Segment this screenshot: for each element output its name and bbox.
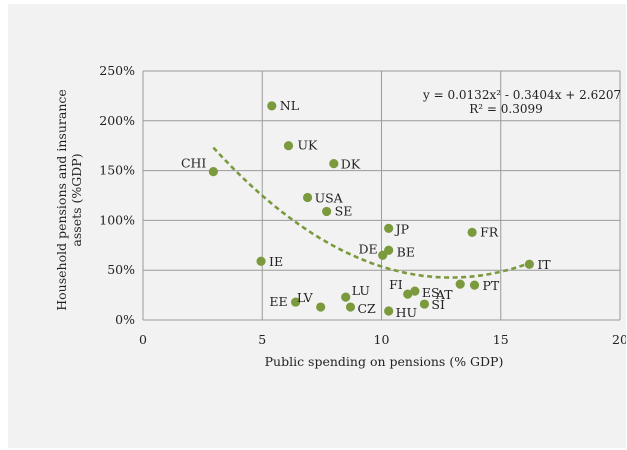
- y-axis-title-line-2: assets (%GDP): [69, 153, 84, 246]
- point-nl: [267, 101, 277, 111]
- point-es: [410, 286, 420, 296]
- grid: [142, 70, 621, 321]
- point-label-pt: PT: [483, 278, 500, 293]
- point-fr: [467, 227, 477, 237]
- point-label-ee: EE: [269, 294, 287, 309]
- point-label-chi: CHI: [181, 156, 206, 171]
- point-label-se: SE: [335, 203, 353, 218]
- point-label-uk: UK: [297, 138, 318, 153]
- point-label-jp: JP: [394, 221, 409, 236]
- point-uk: [283, 141, 294, 151]
- point-jp: [384, 223, 394, 233]
- point-label-it: IT: [537, 257, 551, 272]
- x-tick-label: 15: [493, 332, 509, 347]
- point-si: [419, 299, 430, 309]
- x-tick-label: 10: [374, 332, 390, 347]
- y-tick-label: 200%: [99, 113, 135, 128]
- point-lv: [316, 302, 326, 312]
- y-tick-label: 50%: [107, 262, 135, 277]
- point-usa: [302, 192, 313, 203]
- point-fi: [403, 289, 413, 299]
- point-cz: [345, 302, 356, 312]
- point-dk: [329, 159, 339, 169]
- x-tick-label: 0: [139, 332, 147, 347]
- y-tick-label: 250%: [99, 63, 135, 78]
- point-label-si: SI: [431, 297, 445, 312]
- data-points: [208, 101, 534, 316]
- point-label-fr: FR: [480, 224, 499, 239]
- point-label-cz: CZ: [357, 301, 376, 316]
- trendline: [212, 146, 530, 279]
- x-tick-label: 5: [258, 332, 266, 347]
- x-tick-label: 20: [612, 332, 626, 347]
- x-axis-title: Public spending on pensions (% GDP): [265, 354, 504, 369]
- point-pt: [469, 280, 480, 290]
- point-label-lu: LU: [352, 283, 370, 298]
- point-label-ie: IE: [269, 254, 283, 269]
- y-tick-label: 150%: [99, 163, 135, 178]
- point-label-fi: FI: [389, 277, 403, 292]
- point-ie: [256, 256, 266, 266]
- point-label-hu: HU: [396, 305, 417, 320]
- point-label-usa: USA: [315, 190, 344, 205]
- trend-r2: R² = 0.3099: [469, 102, 543, 116]
- point-label-es: ES: [422, 285, 440, 300]
- point-hu: [384, 306, 394, 316]
- point-label-be: BE: [397, 244, 415, 259]
- trend-equation: y = 0.0132x² - 0.3404x + 2.6207: [422, 88, 621, 102]
- point-chi: [208, 166, 218, 177]
- y-axis-title-line-1: Household pensions and insurance: [54, 89, 69, 311]
- point-label-dk: DK: [341, 157, 361, 172]
- y-tick-label: 100%: [99, 212, 135, 227]
- point-be: [384, 245, 394, 255]
- tick-labels: 0% 50% 100% 150% 200% 250% 0 5 10 15 20: [99, 63, 626, 347]
- point-label-nl: NL: [280, 98, 299, 113]
- point-at: [455, 279, 465, 289]
- scatter-plot: 0% 50% 100% 150% 200% 250% 0 5 10 15 20 NL UK DK CHI U…: [54, 63, 626, 369]
- y-tick-label: 0%: [115, 312, 135, 327]
- chart-figure: 0% 50% 100% 150% 200% 250% 0 5 10 15 20 NL UK DK CHI U…: [8, 4, 626, 448]
- point-label-de: DE: [359, 241, 378, 256]
- point-it: [524, 259, 534, 269]
- point-label-at: AT: [435, 287, 453, 302]
- point-lu: [341, 292, 351, 302]
- point-se: [322, 206, 332, 217]
- point-label-lv: LV: [297, 290, 314, 305]
- point-ee: [291, 297, 301, 307]
